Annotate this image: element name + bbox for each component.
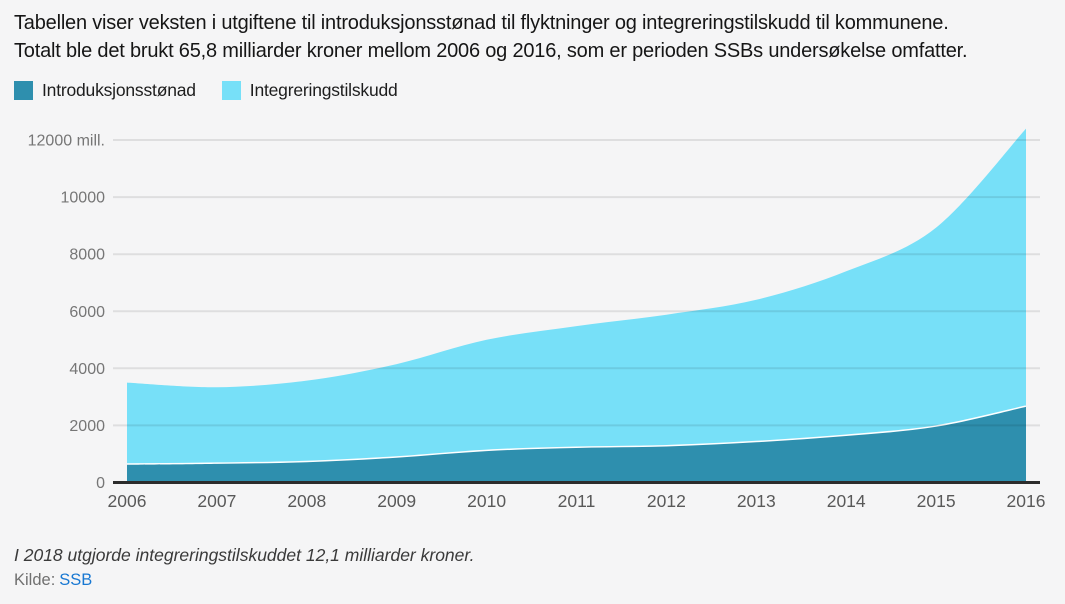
- svg-text:12000 mill.: 12000 mill.: [28, 133, 105, 150]
- legend-item-integreringstilskudd: Integreringstilskudd: [221, 80, 398, 101]
- svg-text:2014: 2014: [827, 491, 866, 511]
- svg-text:2008: 2008: [287, 491, 326, 511]
- x-axis-labels: 2006 2007 2008 2009 2010 2011 2012 2013 2014 2015…: [108, 491, 1046, 511]
- svg-text:2006: 2006: [108, 491, 147, 511]
- svg-text:0: 0: [96, 475, 105, 492]
- legend-label-integreringstilskudd: Integreringstilskudd: [249, 80, 398, 100]
- svg-text:2009: 2009: [377, 491, 416, 511]
- chart-description: Tabellen viser veksten i utgiftene til i…: [14, 9, 1059, 65]
- stacked-area-chart: 0 2000 4000 6000 8000 10000 12000 mill. 2006 200…: [0, 115, 1065, 540]
- area-integreringstilskudd: [127, 128, 1026, 483]
- legend-label-introduksjonsstonad: Introduksjonsstønad: [42, 80, 196, 100]
- source-label: Kilde:: [14, 571, 56, 589]
- svg-text:2015: 2015: [917, 491, 956, 511]
- svg-text:2010: 2010: [467, 491, 506, 511]
- y-axis-labels: 0 2000 4000 6000 8000 10000 12000 mill.: [28, 133, 105, 493]
- chart-description-line-2: Totalt ble det brukt 65,8 milliarder kro…: [14, 40, 968, 62]
- svg-text:4000: 4000: [69, 361, 105, 378]
- source-line: Kilde: SSB: [14, 571, 92, 590]
- svg-text:2007: 2007: [197, 491, 236, 511]
- svg-text:6000: 6000: [69, 304, 105, 321]
- svg-text:2013: 2013: [737, 491, 776, 511]
- svg-text:2016: 2016: [1007, 491, 1046, 511]
- svg-text:8000: 8000: [69, 247, 105, 264]
- gridlines: [113, 139, 1040, 427]
- legend-item-introduksjonsstonad: Introduksjonsstønad: [14, 80, 196, 101]
- chart-legend: Introduksjonsstønad Integreringstilskudd: [14, 80, 398, 101]
- chart-description-line-1: Tabellen viser veksten i utgiftene til i…: [14, 12, 949, 34]
- area-introduksjonsstonad: [127, 406, 1026, 483]
- source-link-ssb[interactable]: SSB: [59, 571, 93, 589]
- legend-swatch-introduksjonsstonad: [14, 81, 33, 100]
- chart-footnote: I 2018 utgjorde integreringstilskuddet 1…: [14, 545, 475, 565]
- svg-text:2011: 2011: [558, 491, 596, 511]
- svg-text:10000: 10000: [61, 190, 106, 207]
- svg-text:2000: 2000: [69, 418, 105, 435]
- legend-swatch-integreringstilskudd: [221, 81, 241, 100]
- svg-text:2012: 2012: [647, 491, 686, 511]
